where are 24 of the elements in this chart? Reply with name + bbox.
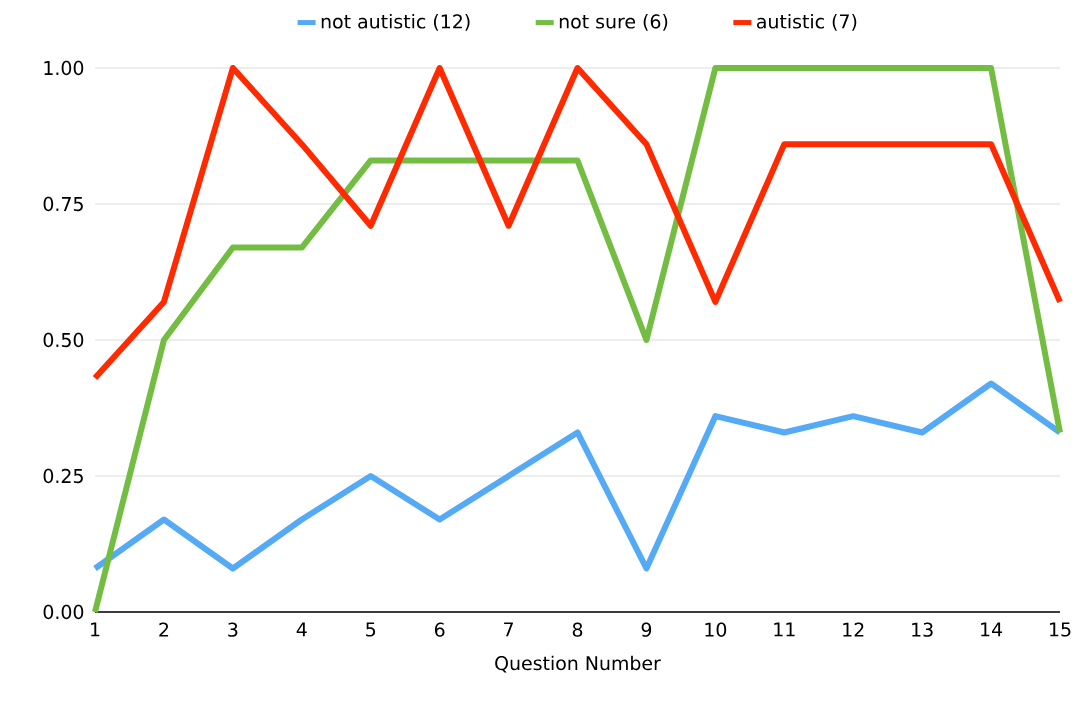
y-tick-label: 1.00 [44,60,84,76]
x-tick-label: 15 [1050,622,1071,637]
legend-label: autistic (7) [756,13,857,31]
y-tick-label: 0.00 [43,604,84,620]
legend-label: not sure (6) [559,13,668,31]
x-tick-label: 14 [981,622,1003,637]
y-tick-label: 0.75 [43,196,83,212]
x-tick-label: 1 [91,622,100,637]
legend-label: not autistic (12) [321,13,470,31]
x-tick-label: 9 [641,622,652,637]
x-tick-label: 6 [434,622,445,637]
x-tick-label: 11 [774,622,795,637]
x-tick-label: 7 [504,622,513,637]
x-tick-label: 8 [572,622,583,637]
x-tick-label: 2 [159,622,169,637]
x-tick-label: 5 [366,622,376,637]
y-tick-label: 0.25 [43,468,83,484]
x-tick-label: 10 [705,622,727,637]
x-tick-label: 13 [912,622,933,637]
x-tick-label: 4 [296,622,307,637]
y-tick-label: 0.50 [43,332,84,348]
x-tick-label: 12 [843,622,864,637]
x-tick-label: 3 [228,622,238,637]
x-axis-title: Question Number [495,655,661,673]
